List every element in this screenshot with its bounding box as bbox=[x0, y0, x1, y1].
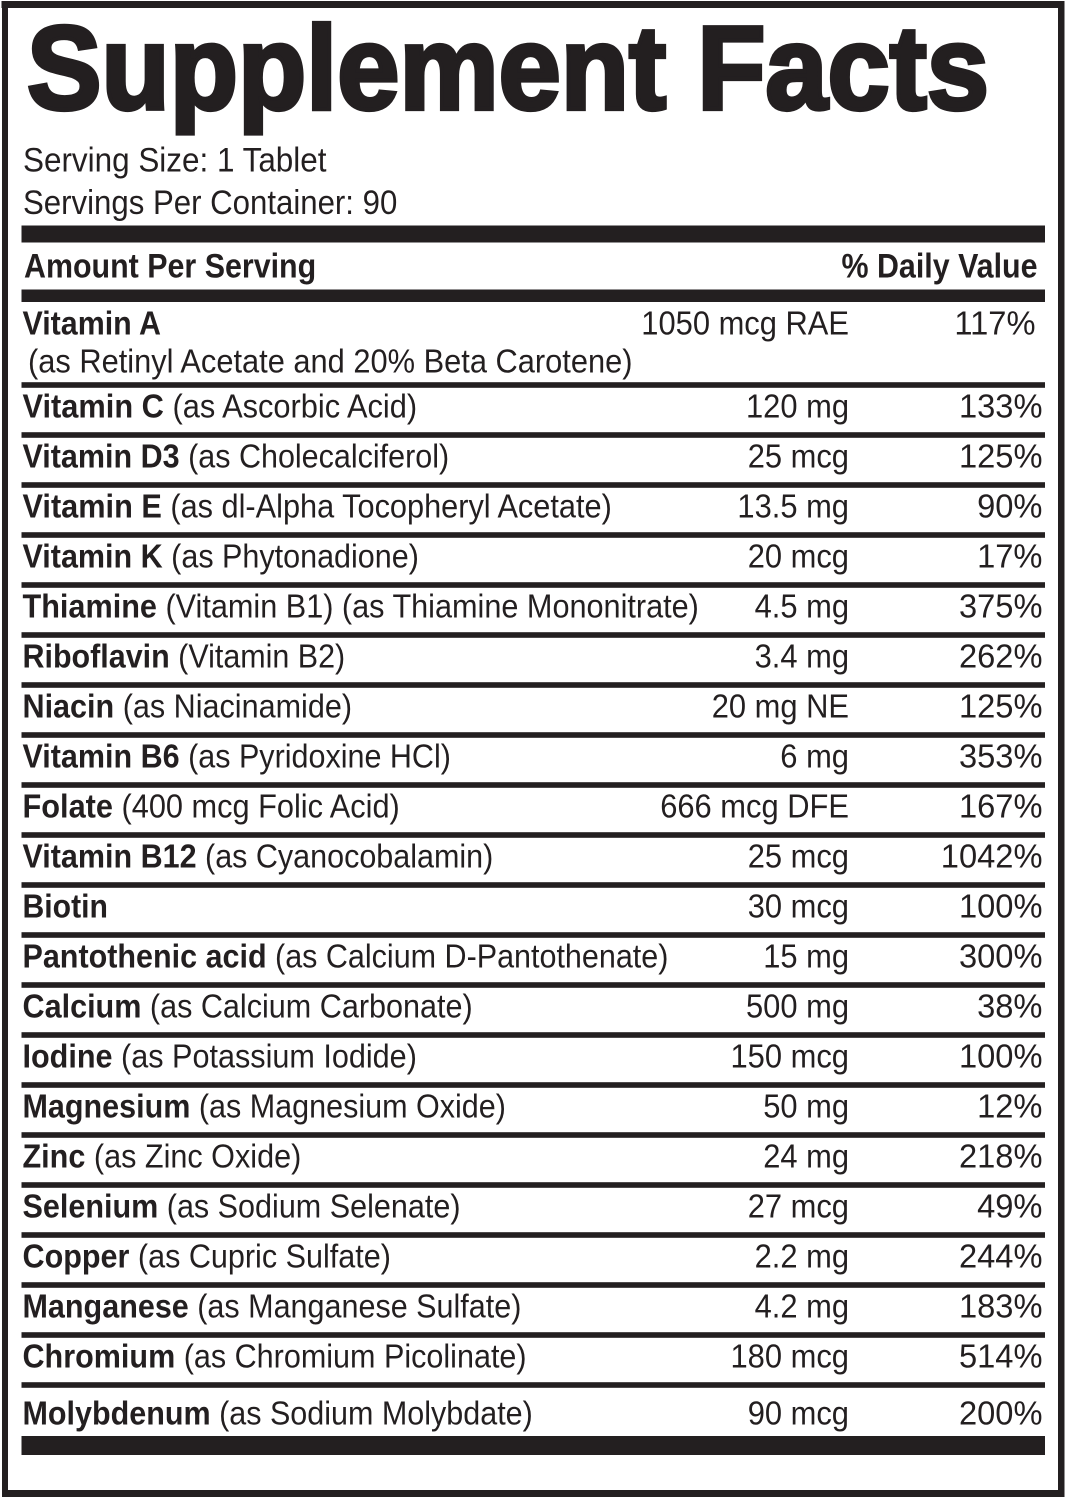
svg-text:Vitamin B12 (as Cyanocobalamin: Vitamin B12 (as Cyanocobalamin) bbox=[23, 839, 494, 876]
svg-text:30 mcg: 30 mcg bbox=[748, 889, 849, 926]
svg-text:120 mg: 120 mg bbox=[746, 389, 849, 426]
svg-text:6 mg: 6 mg bbox=[780, 739, 849, 776]
svg-text:262%: 262% bbox=[959, 639, 1043, 676]
svg-text:500 mg: 500 mg bbox=[746, 989, 849, 1026]
svg-text:15 mg: 15 mg bbox=[763, 939, 849, 976]
svg-text:666 mcg DFE: 666 mcg DFE bbox=[660, 789, 849, 826]
svg-text:183%: 183% bbox=[959, 1289, 1043, 1326]
svg-text:Niacin (as Niacinamide): Niacin (as Niacinamide) bbox=[23, 689, 353, 726]
svg-text:(as Retinyl Acetate and 20% Be: (as Retinyl Acetate and 20% Beta Caroten… bbox=[28, 344, 633, 381]
svg-text:353%: 353% bbox=[959, 739, 1043, 776]
svg-text:4.2 mg: 4.2 mg bbox=[755, 1289, 849, 1326]
svg-text:Iodine (as Potassium Iodide): Iodine (as Potassium Iodide) bbox=[23, 1039, 417, 1076]
svg-text:2.2 mg: 2.2 mg bbox=[755, 1239, 849, 1276]
svg-text:27 mcg: 27 mcg bbox=[748, 1189, 849, 1226]
svg-text:218%: 218% bbox=[959, 1139, 1043, 1176]
svg-text:49%: 49% bbox=[977, 1189, 1042, 1226]
svg-text:Biotin: Biotin bbox=[23, 889, 108, 926]
svg-text:Zinc (as Zinc Oxide): Zinc (as Zinc Oxide) bbox=[23, 1139, 302, 1176]
svg-text:Vitamin A: Vitamin A bbox=[23, 306, 162, 343]
svg-text:Vitamin C (as Ascorbic Acid): Vitamin C (as Ascorbic Acid) bbox=[23, 389, 418, 426]
svg-text:150 mcg: 150 mcg bbox=[731, 1039, 850, 1076]
svg-text:117%: 117% bbox=[954, 306, 1035, 343]
svg-text:300%: 300% bbox=[959, 939, 1043, 976]
svg-text:Magnesium (as Magnesium Oxide): Magnesium (as Magnesium Oxide) bbox=[23, 1089, 506, 1126]
svg-text:Riboflavin (Vitamin B2): Riboflavin (Vitamin B2) bbox=[23, 639, 346, 676]
svg-text:90%: 90% bbox=[977, 489, 1042, 526]
svg-text:1042%: 1042% bbox=[941, 839, 1043, 876]
svg-text:24 mg: 24 mg bbox=[763, 1139, 849, 1176]
svg-text:514%: 514% bbox=[959, 1339, 1043, 1376]
svg-text:17%: 17% bbox=[977, 539, 1042, 576]
svg-text:20 mg NE: 20 mg NE bbox=[712, 689, 849, 726]
svg-text:375%: 375% bbox=[959, 589, 1043, 626]
svg-text:13.5 mg: 13.5 mg bbox=[737, 489, 849, 526]
svg-text:25 mcg: 25 mcg bbox=[748, 839, 849, 876]
svg-text:Folate (400 mcg Folic Acid): Folate (400 mcg Folic Acid) bbox=[23, 789, 400, 826]
svg-text:Servings Per Container: 90: Servings Per Container: 90 bbox=[23, 184, 397, 222]
svg-text:25 mcg: 25 mcg bbox=[748, 439, 849, 476]
svg-text:125%: 125% bbox=[959, 689, 1043, 726]
svg-text:180 mcg: 180 mcg bbox=[731, 1339, 850, 1376]
svg-text:Thiamine (Vitamin B1) (as Thia: Thiamine (Vitamin B1) (as Thiamine Monon… bbox=[23, 589, 699, 626]
svg-text:Vitamin E (as dl-Alpha Tocophe: Vitamin E (as dl-Alpha Tocopheryl Acetat… bbox=[23, 489, 612, 526]
svg-text:Vitamin K (as Phytonadione): Vitamin K (as Phytonadione) bbox=[23, 539, 419, 576]
svg-text:Vitamin B6 (as Pyridoxine HCl): Vitamin B6 (as Pyridoxine HCl) bbox=[23, 739, 451, 776]
svg-text:Supplement Facts: Supplement Facts bbox=[27, 2, 989, 135]
svg-text:167%: 167% bbox=[959, 789, 1043, 826]
svg-text:Manganese (as Manganese Sulfat: Manganese (as Manganese Sulfate) bbox=[23, 1289, 522, 1326]
svg-text:38%: 38% bbox=[977, 989, 1042, 1026]
svg-text:Chromium (as Chromium Picolina: Chromium (as Chromium Picolinate) bbox=[23, 1339, 527, 1376]
svg-text:Pantothenic acid (as Calcium D: Pantothenic acid (as Calcium D-Pantothen… bbox=[23, 939, 669, 976]
svg-text:Vitamin D3 (as Cholecalciferol: Vitamin D3 (as Cholecalciferol) bbox=[23, 439, 450, 476]
svg-text:Selenium (as Sodium Selenate): Selenium (as Sodium Selenate) bbox=[23, 1189, 461, 1226]
svg-text:244%: 244% bbox=[959, 1239, 1043, 1276]
svg-text:Amount Per Serving: Amount Per Serving bbox=[24, 248, 316, 286]
svg-text:133%: 133% bbox=[959, 389, 1043, 426]
svg-text:% Daily Value: % Daily Value bbox=[842, 248, 1038, 286]
svg-text:100%: 100% bbox=[959, 889, 1043, 926]
svg-text:100%: 100% bbox=[959, 1039, 1043, 1076]
svg-text:12%: 12% bbox=[977, 1089, 1042, 1126]
svg-text:1050 mcg RAE: 1050 mcg RAE bbox=[641, 306, 849, 343]
svg-text:90 mcg: 90 mcg bbox=[748, 1396, 849, 1433]
svg-text:125%: 125% bbox=[959, 439, 1043, 476]
svg-text:50 mg: 50 mg bbox=[763, 1089, 849, 1126]
svg-text:200%: 200% bbox=[959, 1396, 1043, 1433]
svg-text:20 mcg: 20 mcg bbox=[748, 539, 849, 576]
svg-text:Copper (as Cupric Sulfate): Copper (as Cupric Sulfate) bbox=[23, 1239, 391, 1276]
svg-text:Molybdenum (as Sodium Molybdat: Molybdenum (as Sodium Molybdate) bbox=[23, 1396, 533, 1433]
svg-text:Calcium (as Calcium Carbonate): Calcium (as Calcium Carbonate) bbox=[23, 989, 473, 1026]
svg-text:4.5 mg: 4.5 mg bbox=[755, 589, 849, 626]
svg-text:3.4 mg: 3.4 mg bbox=[755, 639, 849, 676]
svg-text:Serving Size: 1 Tablet: Serving Size: 1 Tablet bbox=[23, 142, 327, 180]
